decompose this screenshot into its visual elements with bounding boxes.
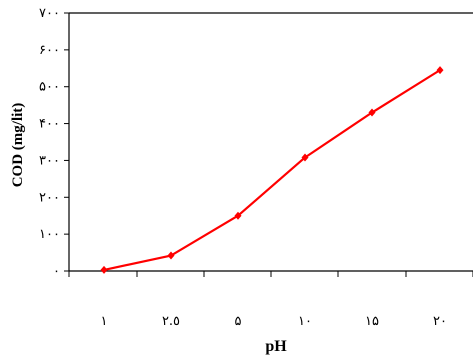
x-axis: ١ ٢.٥ ۵ ١٠ ١۵ ٢٠ [68, 270, 473, 329]
y-tick-label: ۶٠٠ [39, 43, 60, 58]
data-point [167, 251, 175, 260]
y-tick-label: ٣٠٠ [39, 153, 60, 168]
x-tick-label: ٢٠ [433, 314, 447, 329]
data-point [234, 211, 242, 220]
series-line [103, 69, 441, 271]
y-axis: ٠ ١٠٠ ٢٠٠ ٣٠٠ ۴٠٠ ۵٠٠ ۶٠٠ ٧٠٠ [39, 6, 70, 279]
y-tick-label: ١٠٠ [39, 227, 60, 242]
data-point [100, 265, 108, 274]
y-tick-label: ٠ [53, 264, 60, 279]
series-layer [100, 66, 444, 274]
y-tick-label: ۴٠٠ [39, 117, 60, 132]
x-tick-label: ١٠ [298, 314, 312, 329]
y-tick-label: ۵٠٠ [39, 80, 60, 95]
x-tick-label: ٢.٥ [162, 314, 180, 329]
data-point [436, 66, 444, 75]
y-tick-label: ٧٠٠ [39, 6, 60, 21]
data-point [368, 108, 376, 117]
data-point [301, 153, 309, 162]
x-tick-label: ١ [101, 314, 108, 329]
x-tick-label: ١۵ [365, 314, 379, 329]
x-axis-title: pH [265, 338, 287, 355]
y-axis-title: COD (mg/lit) [10, 103, 26, 188]
x-tick-label: ۵ [235, 314, 242, 329]
y-tick-label: ٢٠٠ [39, 190, 60, 205]
